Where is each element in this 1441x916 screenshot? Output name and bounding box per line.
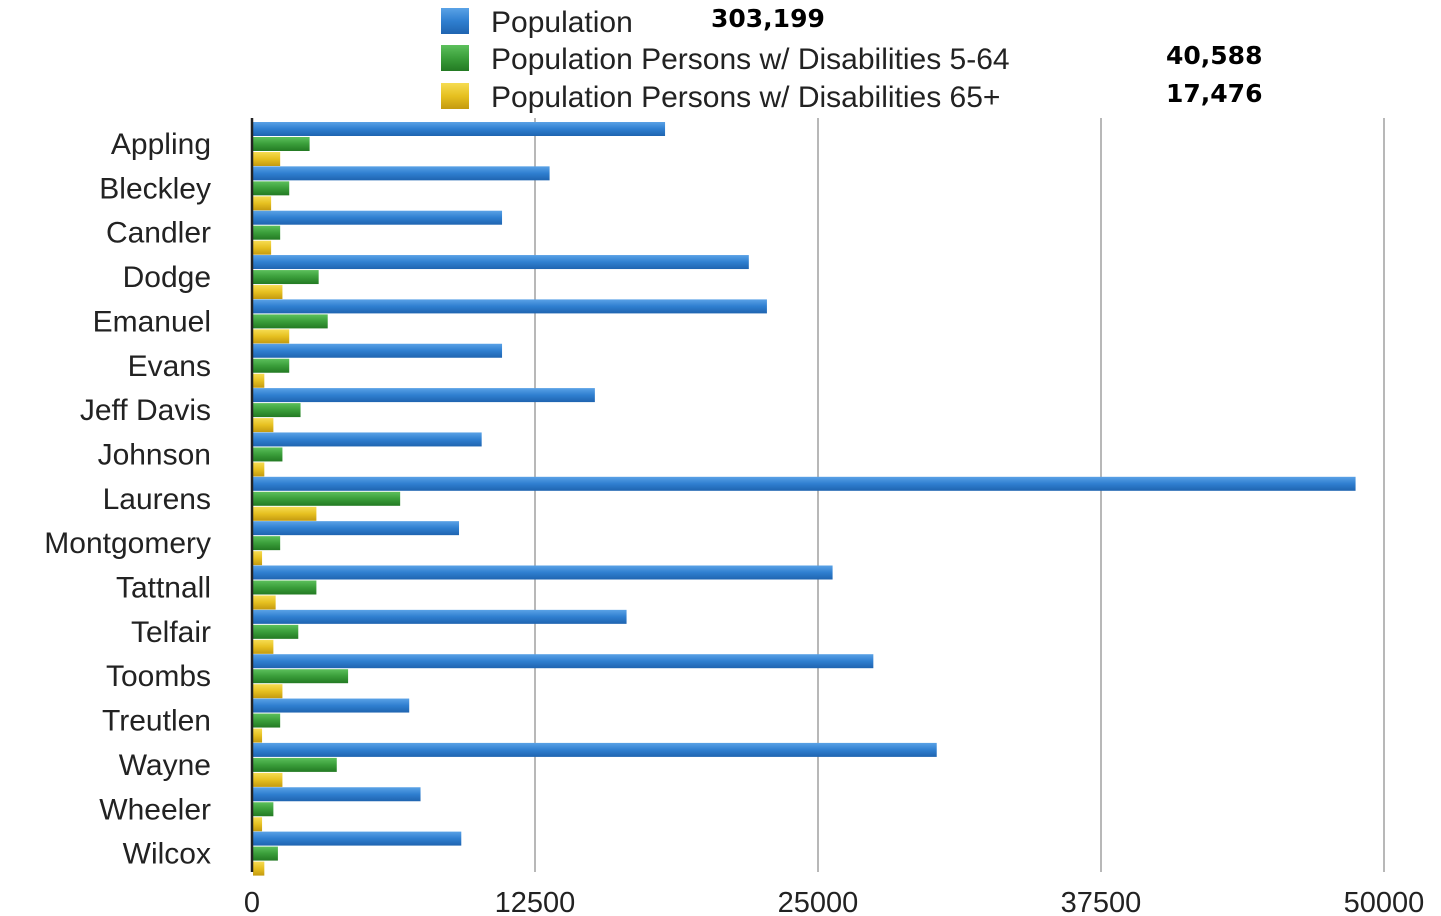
bar-wayne-series-1 [253, 757, 337, 772]
category-label: Montgomery [44, 527, 211, 560]
x-tick-label: 37500 [1061, 887, 1142, 916]
category-label: Emanuel [93, 305, 211, 338]
bar-telfair-series-2 [253, 639, 274, 654]
bar-laurens-series-0 [253, 476, 1356, 491]
bar-wilcox-series-1 [253, 846, 278, 861]
bar-candler-series-2 [253, 240, 272, 255]
category-label: Wheeler [99, 793, 211, 826]
bar-toombs-series-1 [253, 669, 349, 684]
category-label: Wilcox [123, 838, 211, 871]
category-label: Tattnall [116, 572, 211, 605]
category-label: Evans [128, 350, 211, 383]
bar-wayne-series-0 [253, 742, 937, 757]
bar-candler-series-0 [253, 210, 503, 225]
bar-tattnall-series-2 [253, 595, 276, 610]
bar-appling-series-2 [253, 152, 281, 166]
bar-appling-series-1 [253, 137, 310, 151]
bar-telfair-series-1 [253, 624, 299, 639]
bar-jeff-davis-series-0 [253, 388, 595, 403]
bar-evans-series-1 [253, 358, 290, 373]
category-label: Wayne [119, 749, 211, 782]
bar-emanuel-series-2 [253, 329, 290, 344]
series-total-label: 303,199 [711, 4, 825, 33]
bar-wheeler-series-2 [253, 817, 263, 832]
bar-wayne-series-2 [253, 772, 283, 787]
series-total-label: 40,588 [1166, 41, 1262, 70]
bar-laurens-series-1 [253, 491, 401, 506]
bar-toombs-series-2 [253, 684, 283, 699]
bar-appling-series-0 [253, 122, 666, 136]
category-label: Johnson [98, 438, 211, 471]
axes: 0 12500 25000 37500 50000 Appling Bleckley Cand… [44, 118, 1424, 916]
category-label: Toombs [106, 660, 211, 693]
category-label: Laurens [103, 483, 211, 516]
gridlines [534, 118, 1385, 872]
x-tick-label: 50000 [1344, 887, 1425, 916]
bar-treutlen-series-0 [253, 698, 410, 713]
category-label: Dodge [123, 261, 211, 294]
bar-dodge-series-2 [253, 285, 283, 300]
bar-evans-series-0 [253, 343, 503, 358]
bar-bleckley-series-0 [253, 166, 550, 181]
bar-emanuel-series-1 [253, 314, 328, 329]
bar-montgomery-series-0 [253, 521, 460, 536]
bar-johnson-series-2 [253, 462, 265, 477]
bar-emanuel-series-0 [253, 299, 767, 314]
bar-montgomery-series-1 [253, 536, 281, 551]
category-label: Treutlen [102, 705, 211, 738]
legend-label: Population Persons w/ Disabilities 65+ [491, 81, 1000, 114]
bar-telfair-series-0 [253, 609, 627, 624]
series-total-label: 17,476 [1166, 79, 1262, 108]
bar-johnson-series-0 [253, 432, 482, 447]
bar-wilcox-series-2 [253, 861, 265, 876]
category-label: Bleckley [99, 172, 211, 205]
bar-jeff-davis-series-2 [253, 418, 274, 433]
category-label: Jeff Davis [80, 394, 211, 427]
bar-dodge-series-1 [253, 270, 319, 285]
bar-johnson-series-1 [253, 447, 283, 462]
bar-montgomery-series-2 [253, 551, 263, 566]
category-label: Candler [106, 217, 211, 250]
legend-swatch-0 [441, 8, 469, 34]
bar-jeff-davis-series-1 [253, 403, 301, 418]
bar-candler-series-1 [253, 225, 281, 240]
category-label: Appling [111, 128, 211, 161]
category-label: Telfair [131, 616, 211, 649]
bar-evans-series-2 [253, 373, 265, 388]
legend-label: Population Persons w/ Disabilities 5-64 [491, 43, 1010, 76]
x-tick-label: 25000 [778, 887, 859, 916]
bar-tattnall-series-0 [253, 565, 833, 580]
bar-treutlen-series-2 [253, 728, 263, 743]
legend-swatch-1 [441, 45, 469, 71]
x-tick-label: 12500 [495, 887, 576, 916]
bar-wheeler-series-0 [253, 787, 421, 802]
bars [253, 122, 1356, 876]
legend-label: Population [491, 6, 633, 39]
x-tick-label: 0 [244, 887, 260, 916]
legend-swatch-2 [441, 83, 469, 109]
legend: Population 303,199 Population Persons w/ D… [441, 4, 1262, 114]
bar-wheeler-series-1 [253, 802, 274, 817]
bar-dodge-series-0 [253, 255, 749, 270]
bar-bleckley-series-1 [253, 181, 290, 196]
bar-laurens-series-2 [253, 506, 317, 521]
bar-toombs-series-0 [253, 654, 874, 669]
bar-tattnall-series-1 [253, 580, 317, 595]
bar-treutlen-series-1 [253, 713, 281, 728]
bar-bleckley-series-2 [253, 196, 272, 211]
bar-wilcox-series-0 [253, 831, 462, 846]
